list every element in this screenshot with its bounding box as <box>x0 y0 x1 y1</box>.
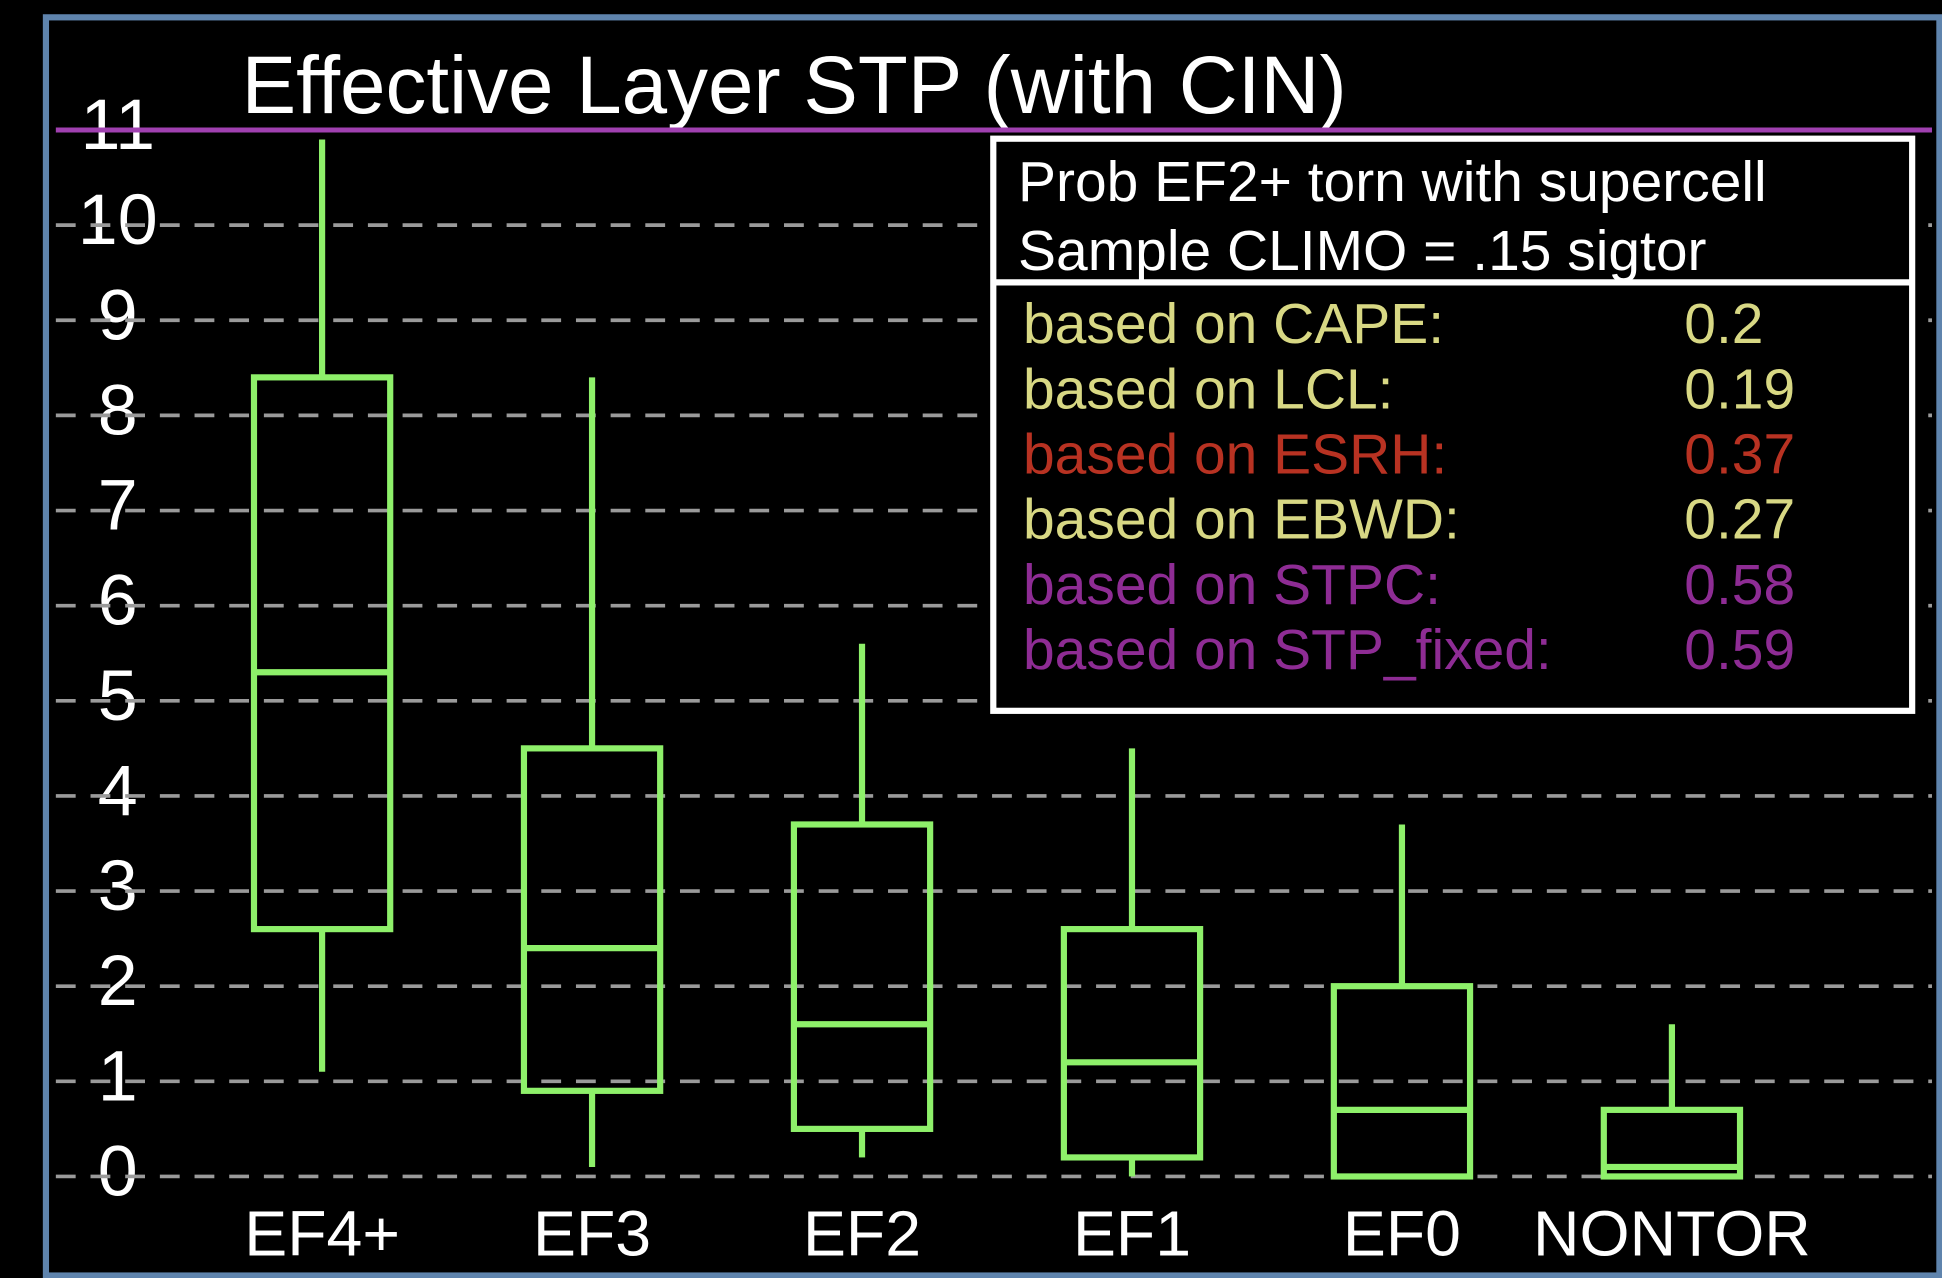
x-tick-label: EF3 <box>533 1197 651 1269</box>
box <box>250 374 394 933</box>
y-tick-label: 10 <box>78 180 158 260</box>
legend-value: 0.37 <box>1684 422 1795 486</box>
box <box>520 745 664 1094</box>
y-tick-label: 8 <box>98 370 138 450</box>
y-tick-label: 9 <box>98 275 138 355</box>
legend-label: based on ESRH: <box>1023 422 1447 486</box>
y-tick-label: 4 <box>98 751 138 831</box>
legend-label: based on STP_fixed: <box>1023 618 1552 682</box>
y-tick-label: 0 <box>98 1131 138 1211</box>
legend-box <box>990 135 1916 714</box>
legend-label: based on LCL: <box>1023 357 1393 421</box>
y-tick-label: 7 <box>98 466 138 546</box>
x-tick-label: EF1 <box>1073 1197 1191 1269</box>
y-tick-label: 11 <box>80 85 155 165</box>
y-tick-label: 6 <box>98 561 138 641</box>
x-tick-label: EF0 <box>1343 1197 1461 1269</box>
x-tick-label: EF2 <box>803 1197 921 1269</box>
x-tick-label: NONTOR <box>1533 1197 1811 1269</box>
legend-label: based on CAPE: <box>1023 292 1444 356</box>
legend-label: based on EBWD: <box>1023 488 1460 552</box>
box <box>1330 983 1474 1180</box>
legend-value: 0.2 <box>1684 292 1763 356</box>
legend-value: 0.59 <box>1684 618 1795 682</box>
y-tick-label: 5 <box>98 656 138 736</box>
legend-label: based on STPC: <box>1023 553 1441 617</box>
box <box>1600 1106 1744 1180</box>
legend-value: 0.19 <box>1684 357 1795 421</box>
legend-header: Prob EF2+ torn with supercell <box>1018 150 1767 214</box>
chart-title: Effective Layer STP (with CIN) <box>242 40 1347 131</box>
y-tick-label: 3 <box>98 846 138 926</box>
box <box>1060 926 1204 1161</box>
y-tick-label: 1 <box>98 1036 138 1116</box>
legend-value: 0.58 <box>1684 553 1795 617</box>
box <box>790 821 934 1132</box>
legend-header: Sample CLIMO = .15 sigtor <box>1018 219 1707 283</box>
y-tick-label: 2 <box>98 941 138 1021</box>
x-tick-label: EF4+ <box>244 1197 400 1269</box>
legend-value: 0.27 <box>1684 488 1795 552</box>
